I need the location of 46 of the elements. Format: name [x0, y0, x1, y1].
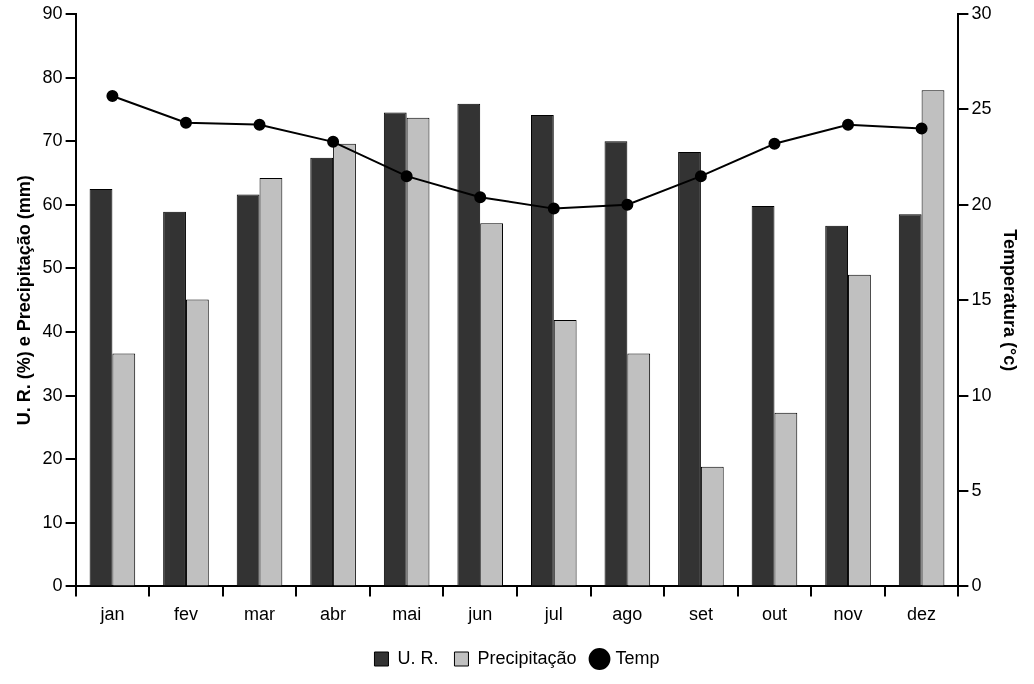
y-tick-label: 10 [42, 511, 63, 532]
y2-tick-label: 0 [971, 575, 982, 596]
y2-tick-label: 20 [971, 193, 992, 214]
point [915, 122, 928, 135]
y-tick-label: 20 [42, 448, 63, 469]
point [106, 90, 119, 103]
y2-tick-label: 30 [971, 2, 992, 23]
y2-tick-label: 25 [971, 98, 992, 119]
x-tick-label: jun [467, 604, 493, 625]
point [179, 116, 192, 129]
y-tick-label: 50 [42, 257, 63, 278]
legend-label: Precipitação [477, 647, 577, 668]
y-tick-label: 90 [42, 2, 63, 23]
point [547, 202, 560, 215]
x-tick-label: ago [612, 604, 643, 625]
legend-label: U. R. [397, 647, 439, 668]
y2-tick-label: 15 [971, 289, 992, 310]
x-tick-label: abr [320, 604, 347, 625]
y-tick-label: 0 [52, 575, 63, 596]
y-axis-title: U. R. (%) e Precipitação (mm) [13, 175, 34, 426]
legend-label: Temp [615, 647, 660, 668]
x-tick-label: dez [907, 604, 937, 625]
point [621, 198, 634, 211]
x-tick-label: nov [833, 604, 863, 625]
point [694, 170, 707, 183]
y2-axis-title: Temperatura (°c) [1000, 229, 1021, 372]
y2-tick-label: 5 [971, 479, 982, 500]
x-tick-label: fev [173, 604, 198, 625]
point [474, 191, 487, 204]
y-tick-label: 70 [42, 130, 63, 151]
point [253, 118, 266, 131]
y-tick-label: 60 [42, 193, 63, 214]
x-tick-label: out [761, 604, 787, 625]
x-tick-label: set [688, 604, 713, 625]
y-tick-label: 40 [42, 320, 63, 341]
point [400, 170, 413, 183]
y-tick-label: 30 [42, 384, 63, 405]
point [327, 135, 340, 148]
point [768, 137, 781, 150]
point [842, 118, 855, 131]
x-tick-label: mai [392, 604, 422, 625]
y-tick-label: 80 [42, 66, 63, 87]
y2-tick-label: 10 [971, 384, 992, 405]
x-tick-label: mar [244, 604, 276, 625]
x-tick-label: jul [543, 604, 563, 625]
x-tick-label: jan [99, 604, 125, 625]
